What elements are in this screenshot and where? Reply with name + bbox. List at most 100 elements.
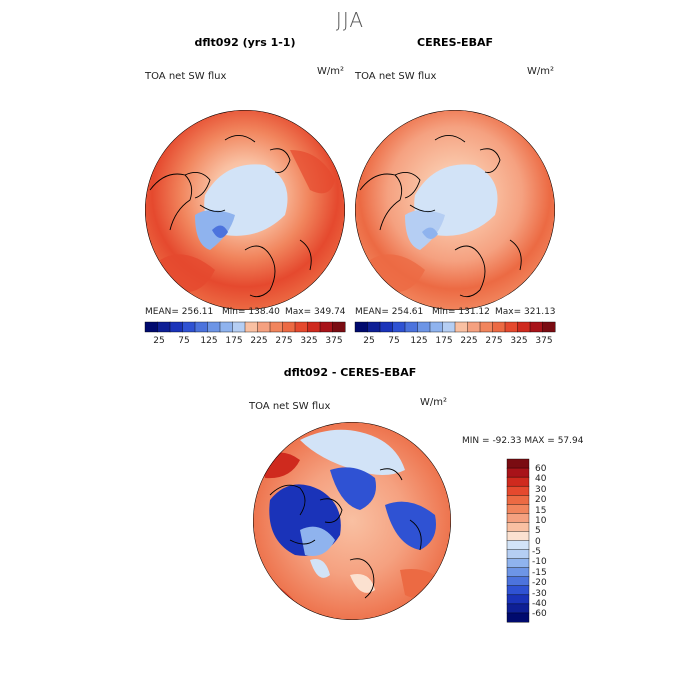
colorbars [144,321,556,623]
panel3-cb-tick: 5 [535,526,541,536]
panel3-cb-tick: -30 [532,589,547,599]
panel1-colorbar-segment [269,321,284,333]
panel2-colorbar-segment [417,321,431,333]
panel2-cb-tick: 375 [535,336,553,346]
panel1-colorbar-segment [157,321,171,333]
panel3-colorbar-segment [506,612,530,623]
panel2-colorbar-segment [542,321,556,333]
panel1-max: Max= 349.74 [285,307,346,317]
panel2-colorbar-segment [492,321,506,333]
panel3-colorbar-segment [506,567,530,578]
panel3-minmax: MIN = -92.33 MAX = 57.94 [462,436,584,446]
panel1-colorbar-segment [319,321,334,333]
panel2-colorbar-segment [517,321,531,333]
panel2-colorbar-segment [354,321,369,333]
panel3-cb-tick: -15 [532,568,547,578]
panel3-colorbar-segment [506,549,530,560]
panel3-cb-tick: -60 [532,609,547,619]
panel2-colorbar-segment [367,321,381,333]
panel3-cb-tick: -5 [532,547,541,557]
panel2-cb-tick: 225 [460,336,478,346]
panel1-colorbar-segment [232,321,246,333]
panel2-cb-tick: 175 [435,336,453,346]
panel1-colorbar-segment [244,321,259,333]
panel2-cb-tick: 75 [388,336,400,346]
panel1-variable: TOA net SW flux [145,71,227,82]
panel3-units: W/m² [420,397,448,408]
panel1-cb-tick: 275 [275,336,293,346]
panel1-mean: MEAN= 256.11 [145,307,214,317]
panel3-cb-tick: -40 [532,599,547,609]
panel2-colorbar-segment [454,321,469,333]
panel3-cb-tick: 20 [535,495,547,505]
panel3-colorbar-segment [506,476,530,487]
panel2-units: W/m² [527,66,555,77]
panel3-colorbar-segment [506,603,530,614]
panel1-units: W/m² [317,66,345,77]
panel1-colorbar-segment [144,321,159,333]
panel1-colorbar-segment [294,321,309,333]
panel1-cb-tick: 375 [325,336,343,346]
panel3-variable: TOA net SW flux [249,401,331,412]
panel2-title: CERES-EBAF [417,36,493,49]
panel1-cb-tick: 75 [178,336,190,346]
panel1-colorbar-segment [169,321,184,333]
panel1-title: dflt092 (yrs 1-1) [194,36,296,49]
season-title: JJA [335,8,365,32]
panel1-colorbar-segment [194,321,209,333]
panel3-colorbar-segment [506,576,530,587]
panel3-colorbar-segment [506,467,530,478]
panel2-max: Max= 321.13 [495,307,556,317]
panel3-map [253,422,451,620]
panel1-map [145,110,345,310]
panel1-cb-tick: 175 [225,336,243,346]
panel3-colorbar-segment [506,531,530,542]
panel2-mean: MEAN= 254.61 [355,307,424,317]
panel2-colorbar-segment [479,321,494,333]
panel1-colorbar-segment [207,321,221,333]
panel3-cb-tick: 10 [535,516,547,526]
panel2-colorbar-segment [379,321,394,333]
panel2-map [355,110,555,310]
panel3-cb-tick: -10 [532,557,547,567]
panel2-colorbar-segment [429,321,444,333]
panel3-colorbar-segment [506,504,530,514]
panel2-colorbar-segment [392,321,406,333]
panel3-cb-tick: 60 [535,464,547,474]
panel1-colorbar-segment [332,321,346,333]
panel3-colorbar-segment [506,585,530,596]
panel3-cb-tick: 40 [535,474,547,484]
panel3-colorbar-segment [506,458,530,469]
panel3-colorbar-segment [506,540,530,551]
panel1-cb-tick: 25 [153,336,165,346]
panel2-min: Min= 131.12 [432,307,490,317]
panel2-cb-tick: 25 [363,336,375,346]
panel2-colorbar-segment [529,321,544,333]
panel2-variable: TOA net SW flux [355,71,437,82]
panel2-cb-tick: 275 [485,336,503,346]
panel1-cb-tick: 225 [250,336,268,346]
panel1-min: Min= 138.40 [222,307,280,317]
panel3-colorbar-segment [506,485,530,496]
panel3-cb-tick: 15 [535,506,547,516]
panel2-colorbar-segment [504,321,519,333]
panel1-colorbar-segment [257,321,271,333]
panel3-cb-tick: 0 [535,537,541,547]
panel2-cb-tick: 325 [510,336,528,346]
panel3-cb-tick: 30 [535,485,547,495]
panel3-colorbar-segment [506,558,530,569]
panel3-colorbar-segment [506,522,530,532]
panel1-colorbar-segment [282,321,296,333]
panel3-colorbar-segment [506,495,530,505]
panel1-colorbar-segment [219,321,234,333]
panel2-colorbar-segment [442,321,456,333]
panel3-cb-tick: -20 [532,578,547,588]
panel3-title: dflt092 - CERES-EBAF [283,366,417,379]
panel3-colorbar-segment [506,513,530,523]
panel2-colorbar-segment [404,321,419,333]
panel1-colorbar-segment [307,321,321,333]
panel1-cb-tick: 125 [200,336,218,346]
panel3-colorbar-segment [506,594,530,605]
panel2-colorbar-segment [467,321,481,333]
